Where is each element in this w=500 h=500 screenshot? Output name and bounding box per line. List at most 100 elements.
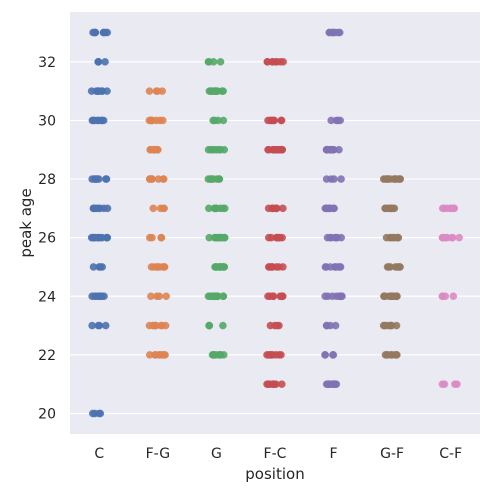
data-point bbox=[212, 87, 221, 95]
data-point bbox=[329, 380, 338, 388]
data-point bbox=[103, 87, 111, 95]
data-points bbox=[87, 28, 463, 418]
data-point bbox=[271, 58, 280, 66]
data-point bbox=[336, 28, 344, 37]
data-point bbox=[88, 321, 96, 330]
data-point bbox=[95, 263, 103, 271]
y-tick-label: 32 bbox=[38, 55, 56, 71]
data-point bbox=[217, 233, 225, 242]
data-point bbox=[389, 233, 398, 242]
data-point bbox=[88, 116, 97, 125]
data-point bbox=[266, 116, 275, 125]
data-point bbox=[212, 204, 220, 213]
data-point bbox=[205, 58, 213, 66]
data-point bbox=[323, 233, 332, 242]
x-tick-labels: C F-G G F-C F G-F C-F bbox=[94, 446, 462, 462]
x-tick-label: G-F bbox=[380, 446, 404, 462]
data-point bbox=[383, 351, 391, 359]
data-point bbox=[159, 175, 168, 183]
data-point bbox=[379, 321, 388, 330]
x-tick-label: F bbox=[330, 446, 338, 462]
data-point bbox=[101, 58, 109, 66]
data-point bbox=[274, 233, 283, 242]
data-point bbox=[91, 233, 100, 242]
data-point bbox=[278, 380, 286, 388]
y-tick-label: 24 bbox=[38, 289, 56, 305]
data-point bbox=[269, 145, 277, 154]
data-point bbox=[326, 321, 335, 330]
data-point bbox=[91, 292, 99, 301]
data-point bbox=[449, 292, 458, 301]
data-point bbox=[266, 292, 274, 301]
x-tick-label: C-F bbox=[439, 446, 462, 462]
y-tick-labels: 20 22 24 26 28 30 32 bbox=[38, 55, 56, 423]
data-point bbox=[147, 292, 155, 301]
data-point bbox=[208, 145, 216, 154]
data-point bbox=[440, 233, 448, 242]
data-point bbox=[329, 351, 337, 359]
data-point bbox=[277, 116, 286, 125]
data-point bbox=[394, 175, 402, 183]
data-point bbox=[150, 263, 158, 271]
data-point bbox=[265, 263, 273, 271]
data-point bbox=[145, 87, 154, 95]
data-point bbox=[158, 87, 166, 95]
data-point bbox=[148, 175, 156, 183]
x-tick-label: G bbox=[211, 446, 222, 462]
data-point bbox=[322, 263, 330, 271]
data-point bbox=[98, 233, 106, 242]
data-point bbox=[327, 116, 335, 125]
data-point bbox=[382, 233, 391, 242]
data-point bbox=[330, 204, 338, 213]
data-point bbox=[441, 292, 450, 301]
data-point bbox=[150, 145, 159, 154]
data-point bbox=[210, 351, 218, 359]
y-tick-label: 30 bbox=[38, 113, 56, 129]
data-point bbox=[278, 145, 286, 154]
data-point bbox=[321, 351, 329, 359]
data-point bbox=[91, 28, 100, 37]
data-point bbox=[263, 58, 272, 66]
data-point bbox=[337, 175, 345, 183]
data-point bbox=[219, 321, 227, 330]
plot-background bbox=[70, 12, 480, 434]
x-tick-label: C bbox=[94, 446, 104, 462]
data-point bbox=[151, 321, 160, 330]
data-point bbox=[387, 321, 396, 330]
data-point bbox=[263, 380, 271, 388]
x-tick-label: F-C bbox=[264, 446, 287, 462]
data-point bbox=[148, 233, 156, 242]
data-point bbox=[276, 292, 284, 301]
data-point bbox=[321, 292, 329, 301]
data-point bbox=[216, 145, 225, 154]
y-tick-label: 22 bbox=[38, 348, 56, 364]
data-point bbox=[438, 204, 447, 213]
data-point bbox=[381, 175, 389, 183]
data-point bbox=[392, 292, 401, 301]
data-point bbox=[391, 263, 400, 271]
data-point bbox=[206, 292, 214, 301]
data-point bbox=[450, 204, 458, 213]
data-point bbox=[160, 263, 169, 271]
data-point bbox=[151, 351, 160, 359]
data-point bbox=[162, 292, 170, 301]
data-point bbox=[204, 175, 213, 183]
data-point bbox=[438, 380, 447, 388]
data-point bbox=[100, 204, 108, 213]
data-point bbox=[91, 409, 99, 418]
data-point bbox=[331, 263, 340, 271]
y-tick-label: 20 bbox=[38, 406, 56, 422]
y-tick-label: 28 bbox=[38, 172, 56, 188]
data-point bbox=[448, 233, 457, 242]
data-point bbox=[147, 116, 155, 125]
data-point bbox=[381, 292, 389, 301]
data-point bbox=[159, 204, 168, 213]
data-point bbox=[221, 204, 229, 213]
data-point bbox=[455, 233, 463, 242]
y-axis-title: peak age bbox=[17, 188, 35, 257]
data-point bbox=[266, 321, 275, 330]
data-point bbox=[157, 233, 165, 242]
data-point bbox=[329, 28, 337, 37]
data-point bbox=[327, 175, 335, 183]
data-point bbox=[322, 380, 331, 388]
